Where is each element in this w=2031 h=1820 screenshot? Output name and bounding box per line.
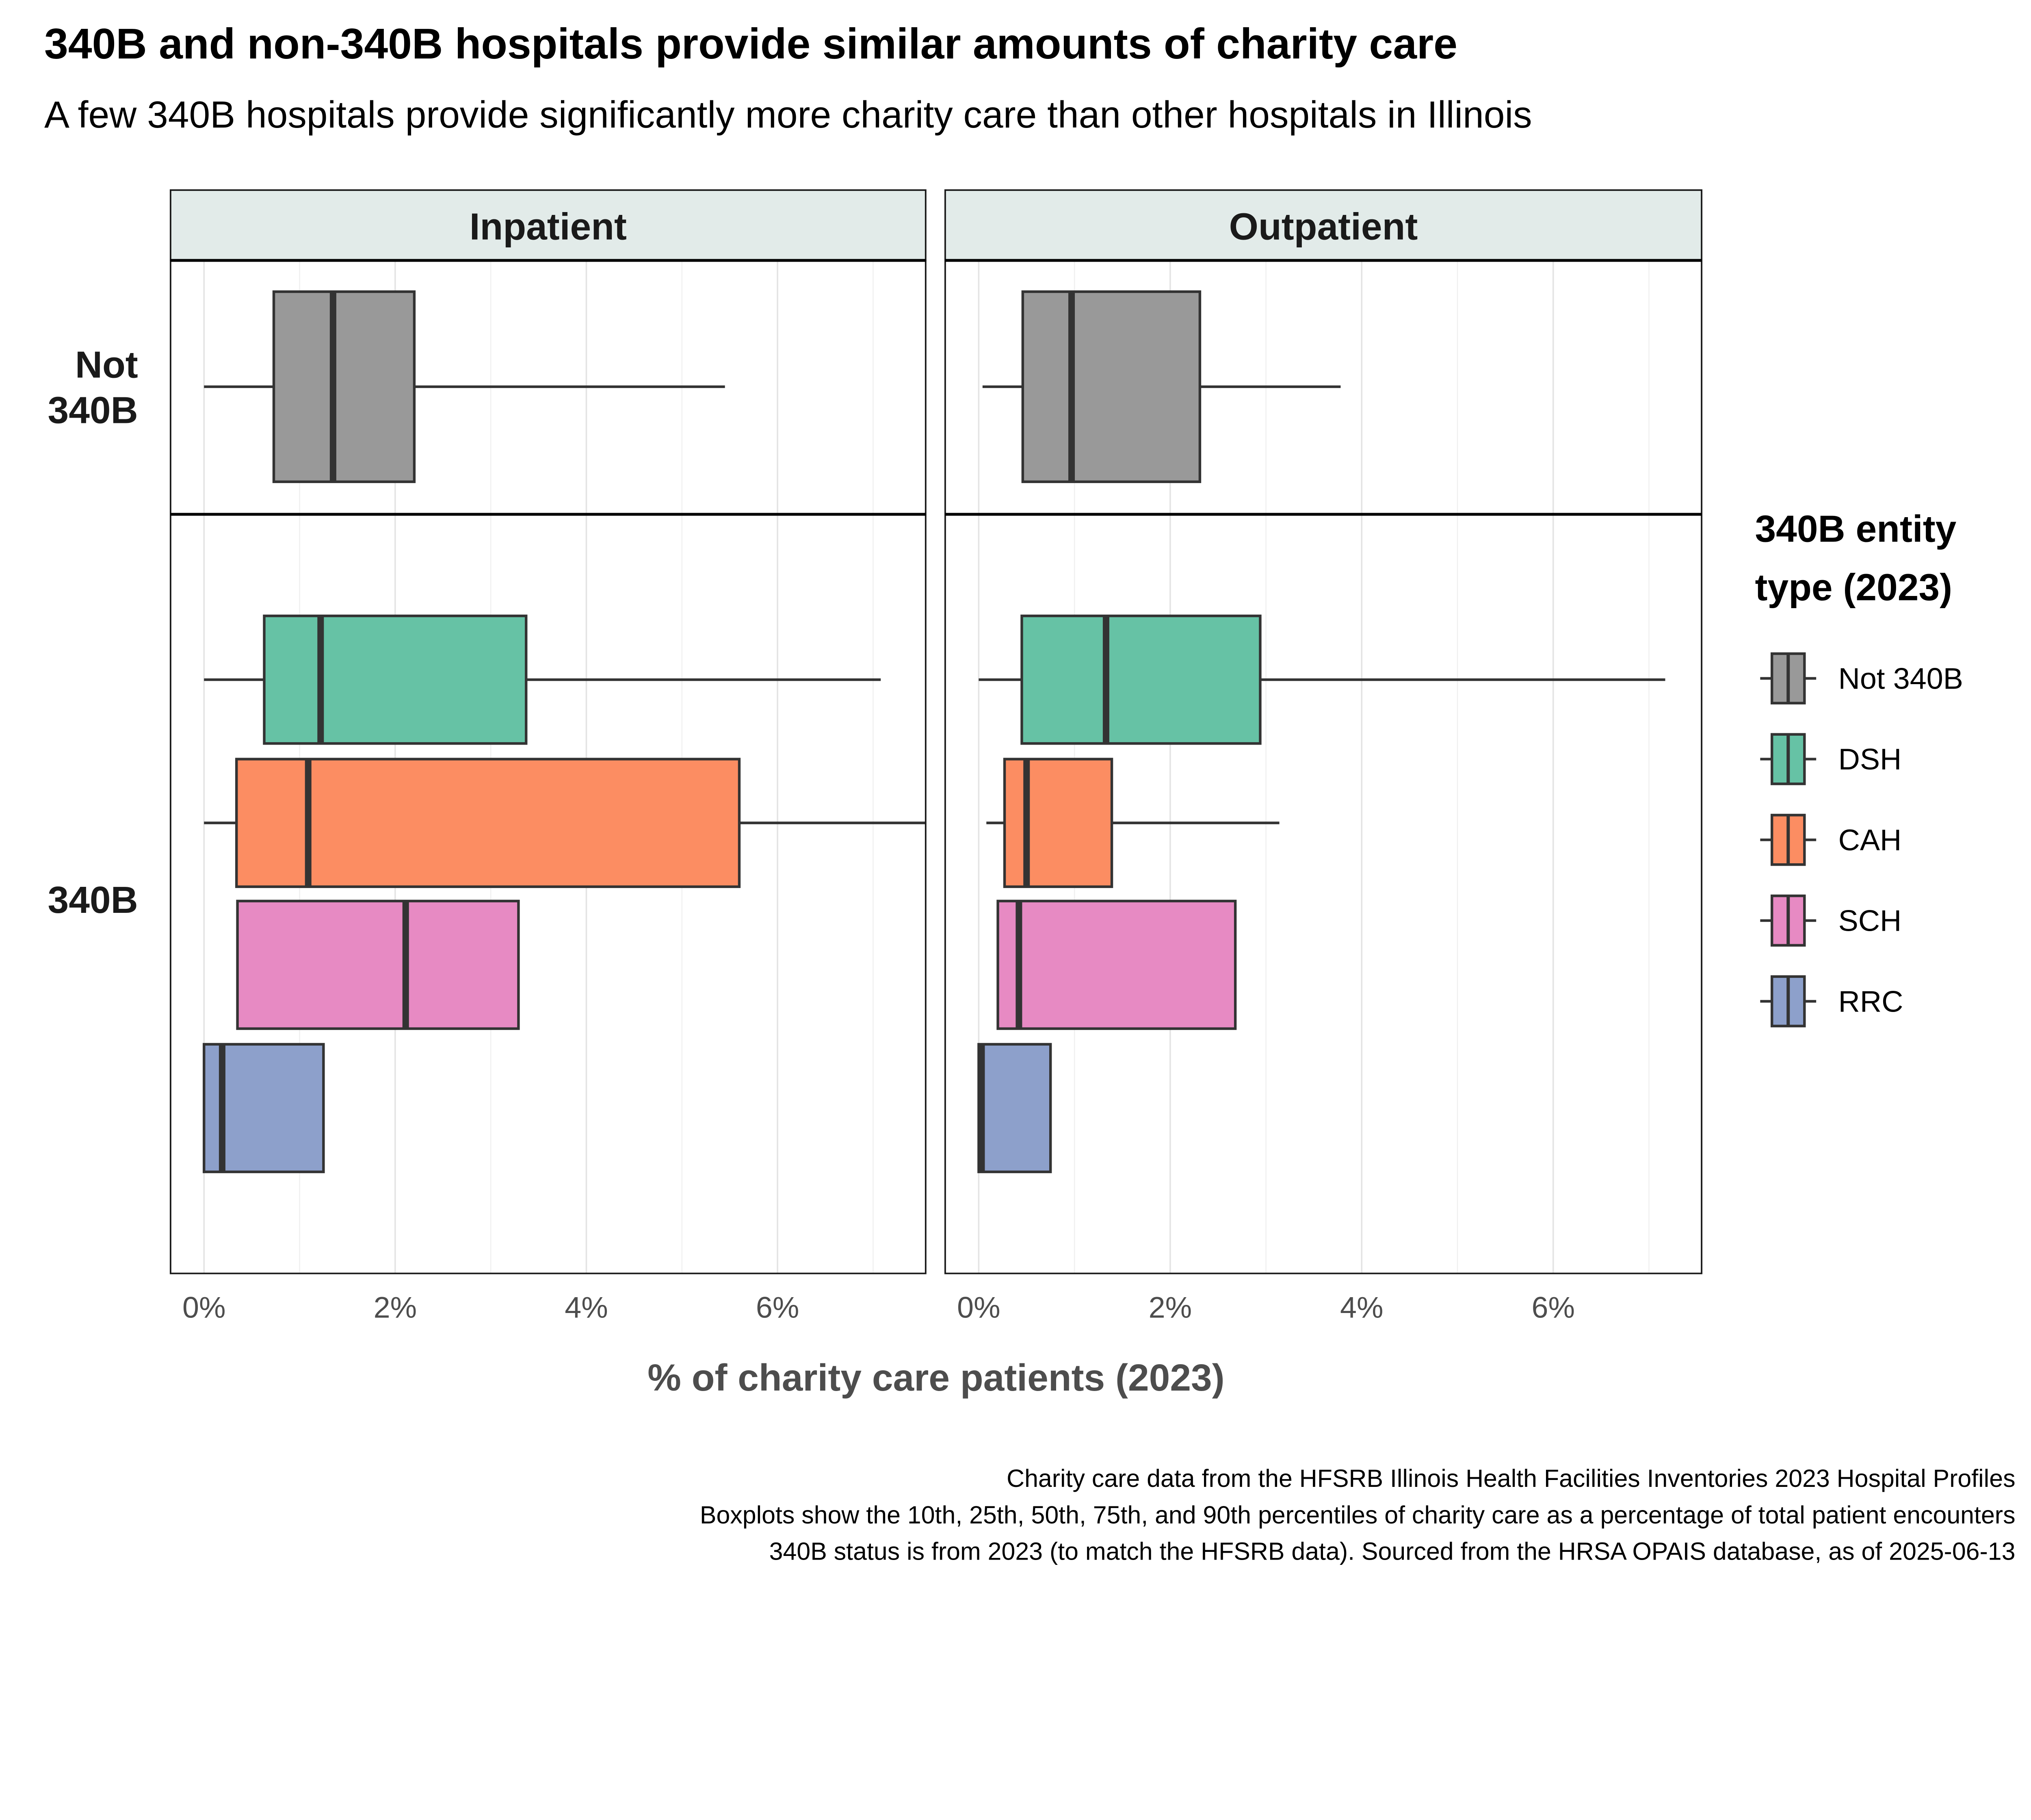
x-tick-label: 4%: [565, 1291, 608, 1324]
row-label-not-340b: Not 340B: [48, 343, 138, 431]
box-cah: [235, 758, 741, 888]
legend-label-cah: CAH: [1838, 823, 1902, 857]
footnote-3: 340B status is from 2023 (to match the H…: [769, 1538, 2016, 1565]
legend-item-sch: SCH: [1760, 894, 1902, 947]
chart-title: 340B and non-340B hospitals provide simi…: [44, 20, 1457, 68]
facet-panels: Inpatient 0% 2% 4% 6% Outpatient 0% 2% 4% 6%: [169, 189, 1703, 1324]
x-tick-label: 0%: [182, 1291, 226, 1324]
box-dsh: [1020, 614, 1262, 745]
legend-title-line-1: 340B entity: [1755, 507, 1957, 550]
legend-label-dsh: DSH: [1838, 742, 1902, 776]
box-not-340b: [1021, 290, 1202, 483]
panel-inpatient: Inpatient 0% 2% 4% 6%: [169, 189, 927, 1324]
footnote-2: Boxplots show the 10th, 25th, 50th, 75th…: [700, 1501, 2016, 1529]
x-tick-label: 2%: [374, 1291, 417, 1324]
x-axis-label: % of charity care patients (2023): [647, 1356, 1224, 1399]
boxes: [977, 290, 1665, 1173]
x-tick-label: 0%: [957, 1291, 1000, 1324]
x-tick-label: 6%: [1531, 1291, 1575, 1324]
row-label-340b: 340B: [48, 879, 138, 921]
facet-strip-label: Outpatient: [1229, 206, 1418, 248]
legend-item-dsh: DSH: [1760, 733, 1902, 785]
legend-item-rrc: RRC: [1760, 975, 1903, 1027]
box-dsh: [263, 614, 528, 745]
legend-label-not-340b: Not 340B: [1838, 662, 1963, 696]
boxes: [203, 290, 926, 1173]
box-sch: [236, 899, 520, 1030]
x-tick-label: 2%: [1149, 1291, 1192, 1324]
box-sch: [996, 899, 1237, 1030]
box-cah: [1003, 758, 1113, 888]
box-not-340b: [272, 290, 416, 483]
boxplot-chart: 340B and non-340B hospitals provide simi…: [44, 20, 2016, 1565]
footnote-1: Charity care data from the HFSRB Illinoi…: [1007, 1465, 2015, 1492]
box-rrc: [977, 1043, 1052, 1173]
chart-subtitle: A few 340B hospitals provide significant…: [44, 93, 1532, 136]
facet-strip-label: Inpatient: [470, 206, 627, 248]
legend-title-line-2: type (2023): [1755, 566, 1953, 609]
legend-label-rrc: RRC: [1838, 984, 1903, 1018]
legend-label-sch: SCH: [1838, 904, 1902, 938]
facet-strip: [944, 189, 1703, 261]
legend-item-not-340b: Not 340B: [1760, 652, 1963, 704]
x-tick-label: 4%: [1340, 1291, 1384, 1324]
x-tick-label: 6%: [756, 1291, 799, 1324]
legend-item-cah: CAH: [1760, 814, 1902, 866]
panel-outpatient: Outpatient 0% 2% 4% 6%: [944, 189, 1703, 1324]
facet-strip: [169, 189, 927, 261]
legend: 340B entity type (2023) Not 340B DSH CAH SC…: [1755, 507, 1963, 1027]
